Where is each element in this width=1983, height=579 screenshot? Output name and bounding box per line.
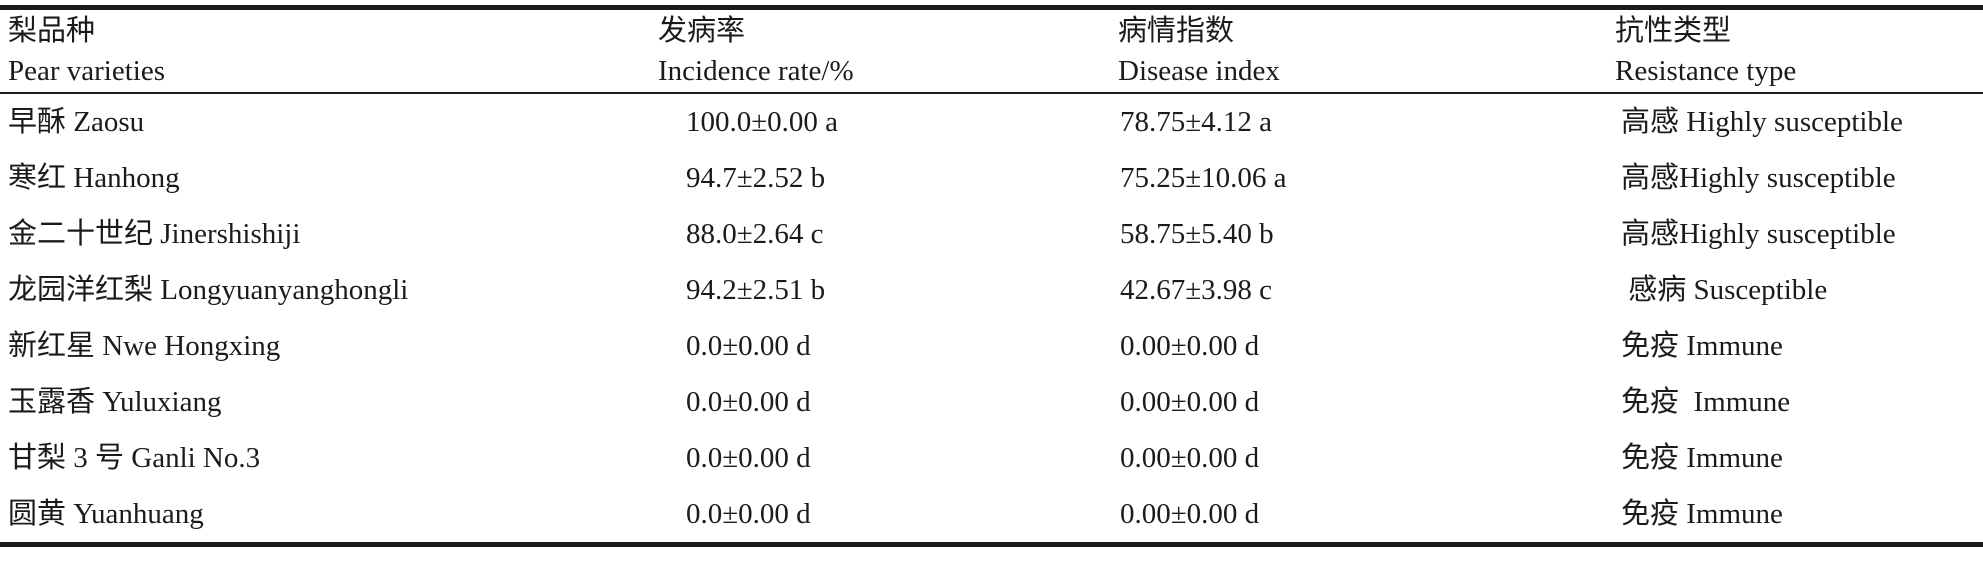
cell-variety: 早酥 Zaosu xyxy=(8,106,145,138)
cell-resistance: 免疫 Immune xyxy=(1621,330,1783,362)
cell-incidence: 0.0±0.00 d xyxy=(686,330,811,362)
header-resistance-type: 抗性类型 Resistance type xyxy=(1615,11,1983,91)
header-pear-varieties-zh: 梨品种 xyxy=(8,15,96,47)
table-row: 寒红 Hanhong 94.7±2.52 b 75.25±10.06 a 高感H… xyxy=(0,150,1983,206)
cell-variety: 圆黄 Yuanhuang xyxy=(8,498,204,530)
cell-disease-index: 0.00±0.00 d xyxy=(1120,442,1260,474)
cell-disease-index: 78.75±4.12 a xyxy=(1120,106,1273,138)
table-row: 新红星 Nwe Hongxing 0.0±0.00 d 0.00±0.00 d … xyxy=(0,318,1983,374)
cell-resistance: 免疫 Immune xyxy=(1621,386,1791,418)
header-incidence-rate-en: Incidence rate/% xyxy=(658,55,854,87)
header-pear-varieties: 梨品种 Pear varieties xyxy=(0,11,658,91)
header-disease-index-en: Disease index xyxy=(1118,55,1280,87)
cell-variety: 甘梨 3 号 Ganli No.3 xyxy=(8,442,261,474)
cell-resistance: 高感Highly susceptible xyxy=(1621,218,1896,250)
cell-variety: 金二十世纪 Jinershishiji xyxy=(8,218,301,250)
pear-resistance-table: 梨品种 Pear varieties 发病率 Incidence rate/% … xyxy=(0,5,1983,547)
header-disease-index-zh: 病情指数 xyxy=(1118,15,1235,47)
cell-disease-index: 75.25±10.06 a xyxy=(1120,162,1287,194)
header-incidence-rate: 发病率 Incidence rate/% xyxy=(658,11,1118,91)
table-header-row: 梨品种 Pear varieties 发病率 Incidence rate/% … xyxy=(0,10,1983,94)
cell-incidence: 0.0±0.00 d xyxy=(686,386,811,418)
cell-disease-index: 0.00±0.00 d xyxy=(1120,498,1260,530)
cell-incidence: 0.0±0.00 d xyxy=(686,442,811,474)
cell-resistance: 免疫 Immune xyxy=(1621,498,1783,530)
cell-variety: 新红星 Nwe Hongxing xyxy=(8,330,281,362)
header-disease-index: 病情指数 Disease index xyxy=(1118,11,1615,91)
table-row: 金二十世纪 Jinershishiji 88.0±2.64 c 58.75±5.… xyxy=(0,206,1983,262)
cell-variety: 玉露香 Yuluxiang xyxy=(8,386,222,418)
cell-incidence: 0.0±0.00 d xyxy=(686,498,811,530)
cell-incidence: 94.7±2.52 b xyxy=(686,162,826,194)
cell-resistance: 免疫 Immune xyxy=(1621,442,1783,474)
cell-disease-index: 58.75±5.40 b xyxy=(1120,218,1274,250)
cell-disease-index: 42.67±3.98 c xyxy=(1120,274,1273,306)
cell-resistance: 感病 Susceptible xyxy=(1621,274,1828,306)
cell-incidence: 94.2±2.51 b xyxy=(686,274,826,306)
table-row: 甘梨 3 号 Ganli No.3 0.0±0.00 d 0.00±0.00 d… xyxy=(0,430,1983,486)
cell-variety: 寒红 Hanhong xyxy=(8,162,180,194)
header-pear-varieties-en: Pear varieties xyxy=(8,55,166,87)
table-row: 玉露香 Yuluxiang 0.0±0.00 d 0.00±0.00 d 免疫 … xyxy=(0,374,1983,430)
table-row: 龙园洋红梨 Longyuanyanghongli 94.2±2.51 b 42.… xyxy=(0,262,1983,318)
header-resistance-type-en: Resistance type xyxy=(1615,55,1797,87)
table-row: 早酥 Zaosu 100.0±0.00 a 78.75±4.12 a 高感 Hi… xyxy=(0,94,1983,150)
cell-variety: 龙园洋红梨 Longyuanyanghongli xyxy=(8,274,409,306)
header-incidence-rate-zh: 发病率 xyxy=(658,15,746,47)
cell-incidence: 88.0±2.64 c xyxy=(686,218,824,250)
cell-resistance: 高感 Highly susceptible xyxy=(1621,106,1903,138)
cell-resistance: 高感Highly susceptible xyxy=(1621,162,1896,194)
table-row: 圆黄 Yuanhuang 0.0±0.00 d 0.00±0.00 d 免疫 I… xyxy=(0,486,1983,542)
cell-disease-index: 0.00±0.00 d xyxy=(1120,386,1260,418)
cell-incidence: 100.0±0.00 a xyxy=(686,106,839,138)
header-resistance-type-zh: 抗性类型 xyxy=(1615,15,1732,47)
cell-disease-index: 0.00±0.00 d xyxy=(1120,330,1260,362)
